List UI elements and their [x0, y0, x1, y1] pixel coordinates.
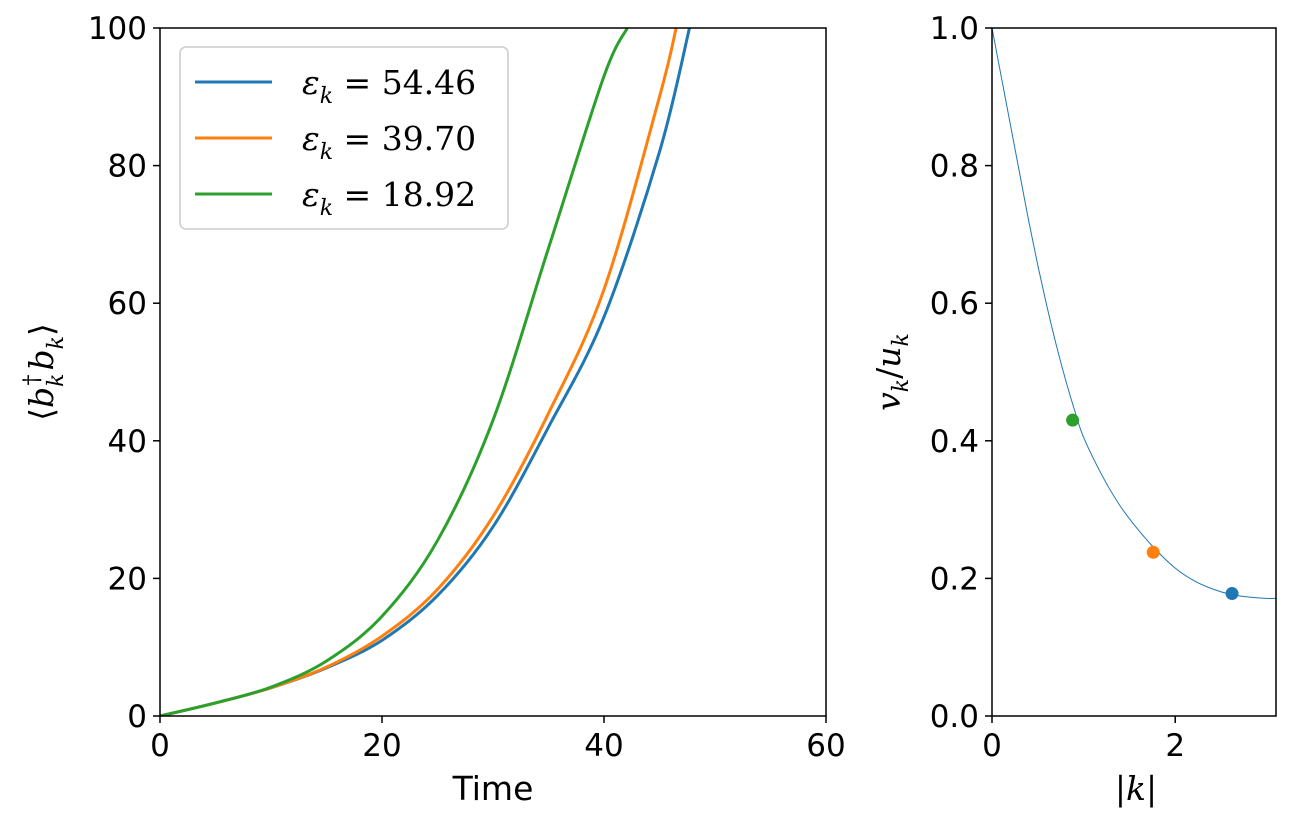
ratio-point-1 [1066, 413, 1080, 427]
right-x-tick-label: 0 [982, 728, 1002, 764]
legend-box [179, 46, 509, 230]
series-line-3 [160, 28, 629, 716]
right-y-tick-label: 0.6 [930, 286, 979, 322]
left-y-tick-label: 0 [127, 699, 147, 735]
legend-label-1: εk = 54.46 [302, 63, 476, 109]
right-plot-frame [991, 27, 1277, 717]
right-x-tick-label: 2 [1165, 728, 1185, 764]
legend: εk = 54.46 εk = 39.70 εk = 18.92 [179, 46, 509, 230]
left-x-tick-label: 60 [806, 728, 845, 764]
left-y-tick-label: 100 [88, 11, 147, 47]
right-y-tick-label: 0.4 [930, 424, 979, 460]
right-ticks: 0 2 0.0 0.2 0.4 0.6 0.8 1.0 [930, 11, 1185, 764]
right-panel: 0 2 0.0 0.2 0.4 0.6 0.8 1.0 |k| vk/uk [869, 11, 1277, 808]
right-series-group [992, 28, 1276, 601]
ratio-point-2 [1146, 545, 1160, 559]
legend-label-3: εk = 18.92 [302, 175, 476, 221]
left-x-axis-label: Time [452, 769, 534, 808]
left-y-axis-label: ⟨bk†bk⟩ [20, 323, 69, 421]
left-y-tick-label: 40 [108, 424, 147, 460]
right-y-tick-label: 0.8 [930, 149, 979, 185]
left-y-tick-label: 20 [108, 561, 147, 597]
right-y-tick-label: 1.0 [930, 11, 979, 47]
ratio-point-3 [1225, 587, 1239, 601]
left-series-group [160, 28, 691, 716]
legend-items: εk = 54.46 εk = 39.70 εk = 18.92 [195, 63, 476, 221]
left-x-tick-label: 40 [584, 728, 623, 764]
left-x-tick-label: 20 [362, 728, 401, 764]
left-panel: 0 20 40 60 0 20 40 60 80 100 Time ⟨bk†bk⟩ εk = 54… [20, 11, 846, 808]
left-x-tick-label: 0 [150, 728, 170, 764]
legend-label-2: εk = 39.70 [302, 119, 476, 165]
left-y-tick-label: 80 [108, 149, 147, 185]
left-plot-frame [159, 27, 827, 717]
right-y-tick-label: 0.2 [930, 561, 979, 597]
left-ticks: 0 20 40 60 0 20 40 60 80 100 [88, 11, 846, 764]
right-x-axis-label: |k| [1115, 769, 1157, 808]
right-y-axis-label: vk/uk [869, 333, 914, 411]
ratio-curve [992, 28, 1276, 599]
right-y-tick-label: 0.0 [930, 699, 979, 735]
left-y-tick-label: 60 [108, 286, 147, 322]
